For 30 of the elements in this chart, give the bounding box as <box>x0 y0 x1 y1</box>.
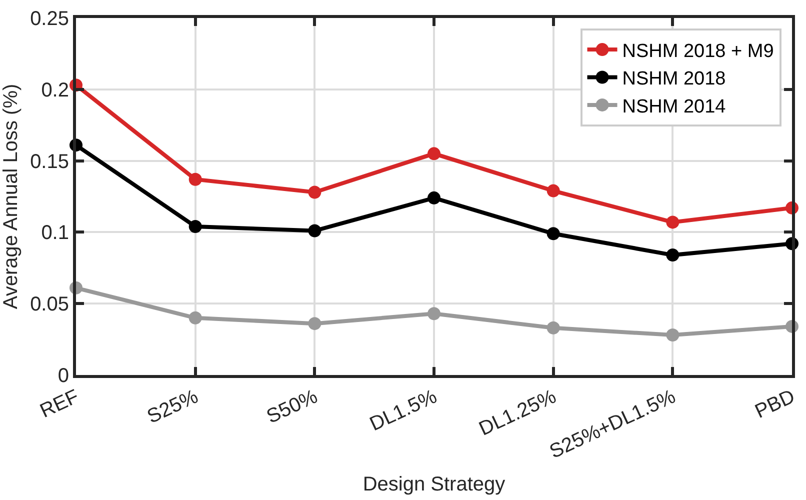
y-tick-label: 0.2 <box>41 79 69 102</box>
point <box>428 147 440 160</box>
point <box>188 311 202 324</box>
x-tick-label: S25% <box>144 386 202 428</box>
x-tick-label: PBD <box>752 386 798 423</box>
point <box>546 227 560 240</box>
y-tick-label: 0 <box>58 365 69 387</box>
point <box>308 186 322 199</box>
point <box>666 216 680 229</box>
point <box>308 317 322 330</box>
y-axis-title: Average Annual Loss (%) <box>0 84 22 310</box>
point <box>666 328 680 342</box>
x-axis-title: Design Strategy <box>362 474 506 496</box>
y-tick-label: 0.1 <box>41 222 69 244</box>
point <box>666 248 680 262</box>
y-tick-label: 0.25 <box>30 8 69 30</box>
point <box>188 172 202 186</box>
point <box>428 307 440 320</box>
point <box>308 224 322 238</box>
x-tick-label: S50% <box>263 386 322 428</box>
point <box>428 191 440 204</box>
legend-label: NSHM 2018 <box>622 68 726 90</box>
legend-label: NSHM 2014 <box>622 96 726 118</box>
point <box>188 220 202 233</box>
y-tick-label: 0.05 <box>30 294 69 316</box>
y-tick-label: 0.15 <box>30 150 69 173</box>
point <box>546 321 560 334</box>
legend-label: NSHM 2018 + M9 <box>622 40 774 62</box>
x-tick-label: REF <box>36 386 82 422</box>
point <box>546 184 560 198</box>
